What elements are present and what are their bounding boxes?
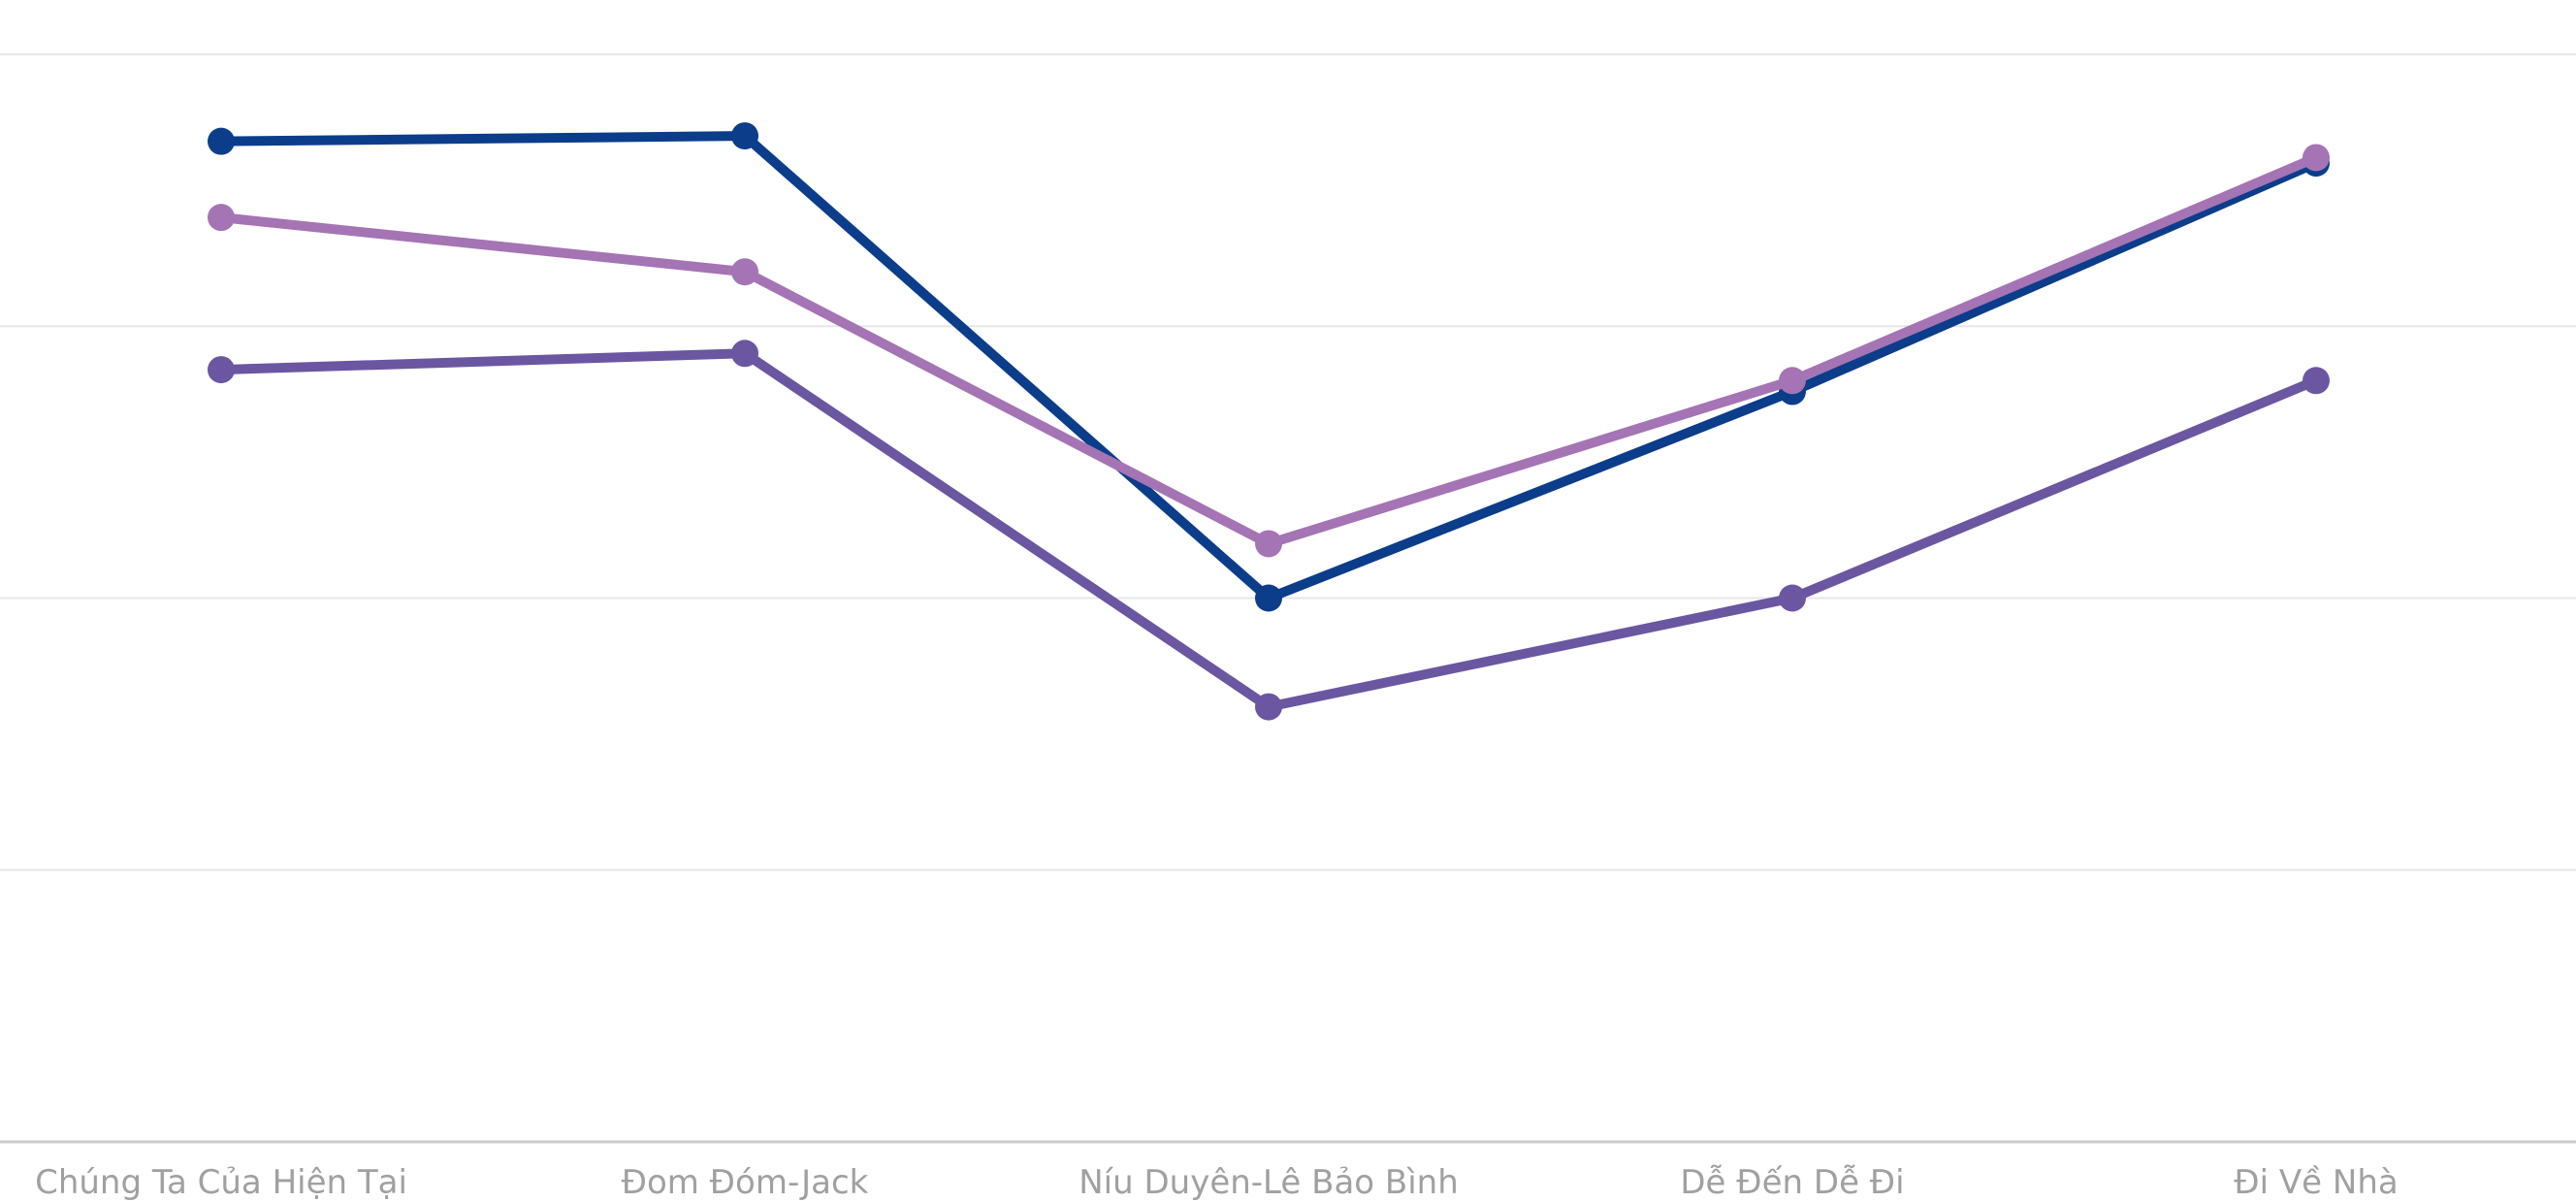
x-tick-label: Chúng Ta Của Hiện Tại (35, 1163, 407, 1201)
data-point (2302, 144, 2330, 172)
series-line (216, 348, 2321, 712)
data-point (2302, 367, 2330, 395)
data-point (1779, 367, 1806, 395)
data-point (731, 340, 758, 368)
series-2 (208, 144, 2330, 558)
data-point (731, 122, 758, 150)
gridlines (0, 53, 2576, 871)
data-point (208, 127, 235, 155)
series-3 (208, 340, 2330, 721)
data-point (208, 204, 235, 232)
data-point (1255, 584, 1282, 612)
data-point (1255, 693, 1282, 721)
data-point (731, 258, 758, 286)
x-tick-label: Đom Đóm-Jack (622, 1163, 869, 1201)
data-point (1255, 530, 1282, 558)
series-group (208, 122, 2330, 721)
x-tick-label: Đi Về Nhà (2234, 1163, 2398, 1201)
series-line (216, 131, 2321, 603)
x-tick-label: Níu Duyên-Lê Bảo Bình (1079, 1163, 1459, 1201)
x-tick-labels: Chúng Ta Của Hiện Tại Đom Đóm-Jack Níu Duy… (35, 1163, 2399, 1201)
x-tick-label: Dễ Đến Dễ Đi (1680, 1163, 1904, 1201)
data-point (1779, 584, 1806, 612)
series-line (216, 152, 2321, 549)
data-point (208, 356, 235, 384)
